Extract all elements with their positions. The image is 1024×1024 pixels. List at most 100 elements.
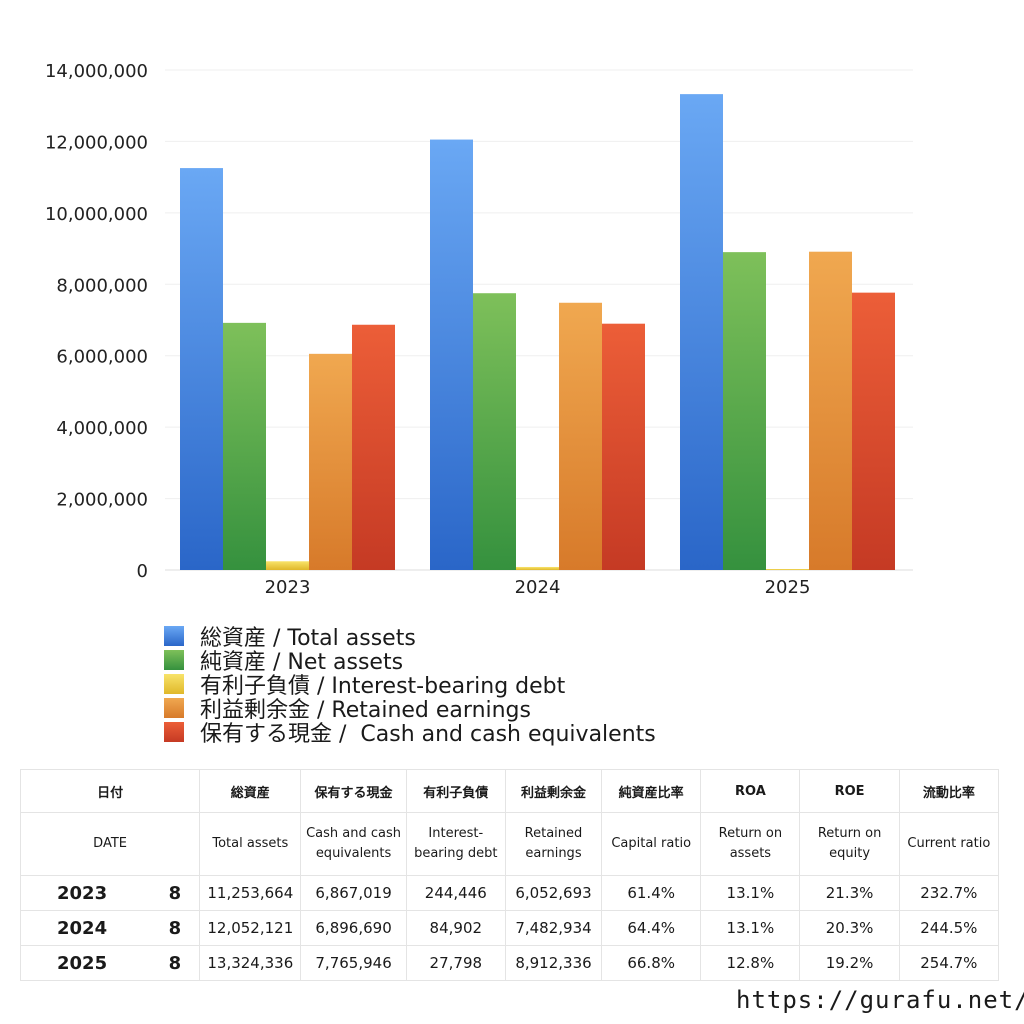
table-header-jp: 日付 総資産 保有する現金 有利子負債 利益剰余金 純資産比率 ROA ROE … (19, 769, 1000, 813)
cell-retained: 8,912,336 (504, 945, 603, 981)
gridlines (165, 69, 913, 571)
financial-table: 日付 総資産 保有する現金 有利子負債 利益剰余金 純資産比率 ROA ROE … (19, 769, 1000, 981)
cell-cash: 6,867,019 (300, 875, 407, 911)
header-total-assets-en: Total assets (199, 812, 302, 876)
cell-total-assets: 13,324,336 (199, 945, 302, 981)
header-debt-en: Interest-bearing debt (405, 812, 506, 876)
x-tick-label: 2023 (265, 577, 311, 598)
header-retained-jp: 利益剰余金 (504, 769, 603, 813)
cell-total-assets: 11,253,664 (199, 875, 302, 911)
legend: 総資産 / Total assets 純資産 / Net assets 有利子負… (164, 624, 656, 747)
header-debt-jp: 有利子負債 (405, 769, 506, 813)
bar-chart: 0 2,000,000 4,000,000 6,000,000 8,000,000 10,… (45, 61, 913, 598)
legend-item: 利益剰余金 / Retained earnings (164, 696, 656, 723)
cell-current-ratio: 244.5% (898, 910, 1000, 946)
header-cash-jp: 保有する現金 (300, 769, 407, 813)
table-row: 2025 8 13,324,336 7,765,946 27,798 8,912… (20, 945, 1000, 981)
y-tick-label: 12,000,000 (45, 132, 148, 153)
row-month: 8 (149, 945, 201, 981)
bar (266, 561, 309, 570)
y-tick-label: 4,000,000 (56, 418, 148, 439)
header-retained-en: Retained earnings (504, 812, 603, 876)
cell-retained: 6,052,693 (504, 875, 603, 911)
table-row: 2023 8 11,253,664 6,867,019 244,446 6,05… (20, 875, 1000, 911)
cell-cash: 6,896,690 (300, 910, 407, 946)
bar (809, 251, 852, 571)
header-date-en: DATE (19, 812, 201, 876)
cell-debt: 27,798 (405, 945, 506, 981)
y-tick-label: 10,000,000 (45, 204, 148, 225)
cell-current-ratio: 232.7% (898, 875, 1000, 911)
bar (723, 252, 766, 570)
bars (180, 94, 895, 571)
header-total-assets-jp: 総資産 (199, 769, 302, 813)
y-axis-ticks: 0 2,000,000 4,000,000 6,000,000 8,000,000 10,… (45, 61, 148, 582)
legend-label: 有利子負債 / Interest-bearing debt (200, 674, 566, 699)
bar (223, 322, 266, 570)
legend-swatch (164, 650, 184, 670)
table-row: 2024 8 12,052,121 6,896,690 84,902 7,482… (20, 910, 1000, 946)
row-month: 8 (149, 910, 201, 946)
bar (602, 323, 645, 570)
header-capital-ratio-jp: 純資産比率 (601, 769, 702, 813)
cell-roa: 13.1% (700, 875, 801, 911)
x-tick-label: 2025 (765, 577, 811, 598)
legend-label: 利益剰余金 / Retained earnings (200, 698, 531, 723)
header-roe-en: Return on equity (799, 812, 900, 876)
source-url: https://gurafu.net/ (736, 986, 1024, 1014)
legend-swatch (164, 626, 184, 646)
cell-roe: 20.3% (799, 910, 900, 946)
bar (516, 566, 559, 570)
legend-swatch (164, 698, 184, 718)
cell-retained: 7,482,934 (504, 910, 603, 946)
header-roe-jp: ROE (799, 769, 900, 813)
bar (559, 302, 602, 570)
bar (352, 324, 395, 570)
cell-roa: 12.8% (700, 945, 801, 981)
y-tick-label: 14,000,000 (45, 61, 148, 82)
row-year: 2023 (20, 875, 150, 911)
cell-capital-ratio: 64.4% (601, 910, 702, 946)
row-month: 8 (149, 875, 201, 911)
bar (309, 353, 352, 570)
bar (430, 139, 473, 570)
header-cash-en: Cash and cash equivalents (300, 812, 407, 876)
bar (473, 293, 516, 570)
bar (680, 94, 723, 570)
y-tick-label: 8,000,000 (56, 275, 148, 296)
x-axis-ticks: 2023 2024 2025 (265, 577, 811, 598)
cell-debt: 244,446 (405, 875, 506, 911)
y-tick-label: 6,000,000 (56, 347, 148, 368)
table-header-en: DATE Total assets Cash and cash equivale… (19, 812, 1000, 876)
row-year: 2025 (20, 945, 150, 981)
y-tick-label: 0 (137, 561, 148, 582)
row-year: 2024 (20, 910, 150, 946)
header-date-jp: 日付 (19, 769, 201, 813)
legend-swatch (164, 722, 184, 742)
legend-label: 保有する現金 / Cash and cash equivalents (200, 722, 656, 747)
cell-roe: 21.3% (799, 875, 900, 911)
header-roa-en: Return on assets (700, 812, 801, 876)
bar (766, 569, 809, 570)
header-roa-jp: ROA (700, 769, 801, 813)
header-current-ratio-en: Current ratio (898, 812, 1000, 876)
legend-item: 有利子負債 / Interest-bearing debt (164, 672, 656, 699)
y-tick-label: 2,000,000 (56, 490, 148, 511)
cell-roa: 13.1% (700, 910, 801, 946)
x-tick-label: 2024 (515, 577, 561, 598)
cell-total-assets: 12,052,121 (199, 910, 302, 946)
cell-cash: 7,765,946 (300, 945, 407, 981)
legend-item: 総資産 / Total assets (164, 624, 656, 651)
cell-capital-ratio: 61.4% (601, 875, 702, 911)
header-capital-ratio-en: Capital ratio (601, 812, 702, 876)
cell-current-ratio: 254.7% (898, 945, 1000, 981)
bar (852, 292, 895, 570)
legend-label: 純資産 / Net assets (200, 650, 404, 675)
legend-label: 総資産 / Total assets (200, 626, 416, 651)
header-current-ratio-jp: 流動比率 (898, 769, 1000, 813)
cell-debt: 84,902 (405, 910, 506, 946)
legend-item: 純資産 / Net assets (164, 648, 656, 675)
cell-roe: 19.2% (799, 945, 900, 981)
bar (180, 168, 223, 570)
cell-capital-ratio: 66.8% (601, 945, 702, 981)
